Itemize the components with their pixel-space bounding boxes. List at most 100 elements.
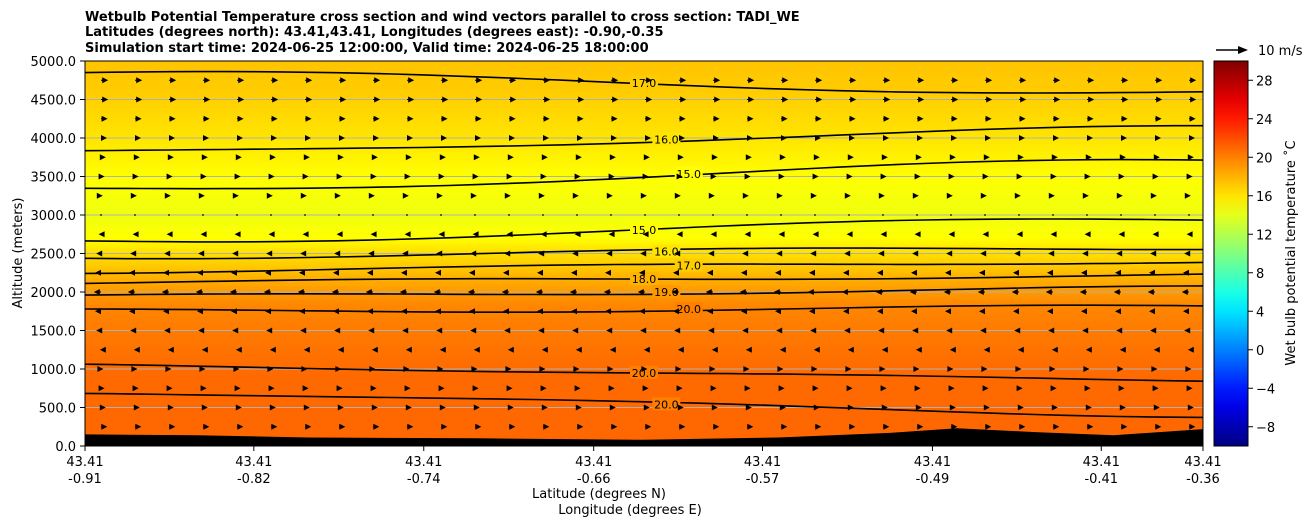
wind-vector-head: [132, 231, 139, 238]
wind-vector-head: [541, 404, 548, 411]
wind-vector-head: [130, 192, 137, 199]
contour-label: 16.0: [654, 134, 679, 147]
wind-vector-head: [269, 346, 276, 353]
wind-vector-head: [743, 366, 750, 372]
title: Wetbulb Potential Temperature cross sect…: [85, 10, 800, 56]
contour-label: 15.0: [632, 224, 657, 237]
wind-vector-head: [713, 423, 720, 430]
wind-vector-head: [671, 289, 678, 295]
wind-vector-head: [645, 423, 652, 430]
wind-vector-head: [1082, 250, 1089, 257]
wind-vector-head: [95, 308, 101, 315]
wind-vector-head: [201, 346, 208, 353]
wind-vector-head: [271, 115, 278, 122]
x-axis-label-latitude: Latitude (degrees N): [532, 487, 666, 502]
wind-vector-head: [572, 192, 579, 199]
wind-vector-head: [435, 308, 441, 315]
wind-vector-head: [812, 231, 819, 238]
wind-vector-head: [982, 385, 989, 392]
wind-vector-head: [439, 404, 446, 411]
wind-vector-head: [367, 308, 373, 315]
wind-vector-head: [164, 250, 171, 257]
wind-vector-head: [575, 404, 582, 411]
wind-vector-head: [334, 250, 341, 257]
y-tick-label: 5000.0: [31, 55, 77, 70]
wind-vector-head: [1116, 327, 1123, 334]
wind-vector-head: [639, 269, 645, 276]
x-tick-longitude: -0.36: [1186, 472, 1220, 487]
wind-vector-head: [878, 327, 885, 334]
wind-vector-head: [1155, 423, 1162, 430]
wind-vector-head: [441, 135, 447, 141]
colorbar-ticks: −8 −4 0 4 8 12 16 20 24 28: [1248, 74, 1275, 436]
wind-vector-head: [813, 346, 820, 353]
wind-vector-head: [846, 231, 853, 238]
wind-vector-head: [952, 77, 959, 84]
wind-vector-head: [1079, 289, 1086, 295]
wind-vector-head: [675, 366, 682, 372]
wind-vector-head: [371, 346, 378, 353]
wind-vector-head: [265, 269, 271, 276]
wind-vector-head: [577, 115, 584, 122]
wind-vector-head: [809, 308, 815, 315]
quiver-key: 10 m/s: [1216, 44, 1303, 59]
wind-vector-head: [1121, 135, 1127, 141]
wind-vector-head: [303, 154, 310, 161]
wind-vector-head: [539, 366, 546, 372]
contour-label-bg: [630, 223, 658, 237]
wind-vector-head: [537, 269, 543, 276]
wind-vector-head: [606, 192, 613, 199]
wind-vector-head: [812, 173, 819, 180]
wind-vector-head: [370, 385, 377, 392]
wind-vector-head: [367, 269, 373, 276]
wind-vector-head: [1051, 154, 1058, 161]
wind-vector-head: [979, 308, 985, 315]
contour-label: 19.0: [654, 286, 679, 299]
wind-vector-head: [572, 250, 579, 257]
wind-vector-head: [605, 269, 611, 276]
wind-vector-head: [982, 231, 989, 238]
wind-vector-head: [197, 308, 203, 315]
wind-vector-head: [612, 77, 619, 84]
wind-vector-head: [337, 404, 344, 411]
wind-vector-head: [609, 404, 616, 411]
y-axis-ticks: 0.0 500.0 1000.0 1500.0 2000.0 2500.0 3000.0 35…: [31, 55, 85, 455]
wind-vector-head: [949, 404, 956, 411]
wind-vector-head: [401, 269, 407, 276]
wind-vector-head: [946, 327, 953, 334]
wind-vector-head: [504, 327, 511, 334]
wind-vector-head: [407, 135, 413, 141]
contour-line: [85, 247, 1203, 260]
wind-vector-head: [918, 96, 925, 103]
wind-vector-head: [98, 231, 105, 238]
wind-vector-head: [850, 77, 857, 84]
wind-vector-head: [336, 173, 343, 180]
wind-vector-head: [373, 115, 380, 122]
wind-vector-head: [470, 327, 477, 334]
wind-vector-head: [849, 135, 855, 141]
wind-vector-head: [711, 346, 718, 353]
wind-vector-head: [807, 289, 814, 295]
wind-vector-head: [1150, 250, 1157, 257]
wind-vector-head: [302, 385, 309, 392]
x-tick-latitude: 43.41: [914, 455, 951, 470]
wind-vector-head: [1087, 115, 1094, 122]
contour-label: 16.0: [654, 246, 679, 259]
wind-vector-head: [1083, 366, 1090, 372]
wind-vector-head: [1084, 231, 1091, 238]
wind-vector-head: [985, 115, 992, 122]
wind-vector-head: [473, 404, 480, 411]
wind-vector-head: [233, 366, 240, 372]
wind-vector-head: [569, 289, 576, 295]
wind-vector-head: [99, 346, 106, 353]
colorbar-tick-label: 4: [1256, 305, 1264, 320]
y-tick-label: 500.0: [39, 402, 76, 417]
wind-vector-head: [265, 308, 271, 315]
wind-vector-head: [472, 385, 479, 392]
wind-vector-head: [1119, 346, 1126, 353]
wind-vector: [916, 214, 918, 216]
wind-vector-head: [1020, 96, 1027, 103]
wind-vector-head: [816, 96, 823, 103]
wind-vector-head: [127, 289, 134, 295]
wind-vector-head: [436, 192, 443, 199]
